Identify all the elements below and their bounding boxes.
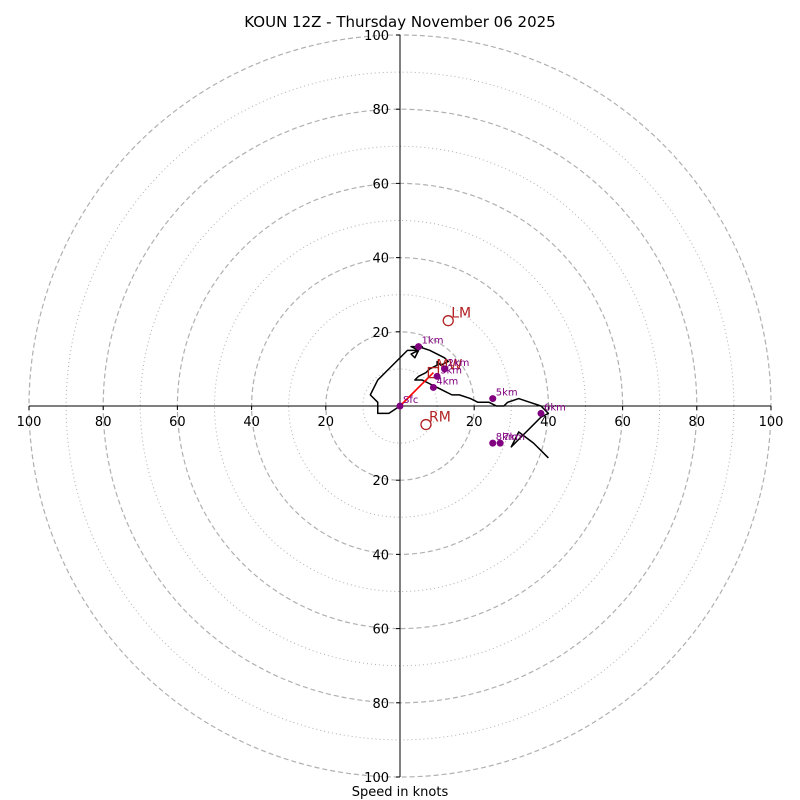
tick-labels: 100 80 60 40 20 20 40 60 80 100 100 80 60 40 20 20 40 60 8… (17, 29, 784, 786)
hodograph-line (369, 345, 550, 459)
height-label-4km: 4km (436, 376, 458, 387)
y-tick-label: 100 (364, 29, 389, 44)
height-marker-1km (415, 343, 423, 351)
y-tick-label: 40 (372, 548, 389, 563)
storm-motion-lm-marker (442, 315, 454, 327)
x-tick-label: 60 (614, 415, 631, 430)
storm-motion-rm-label: RM (429, 410, 451, 426)
height-marker-8km (489, 439, 497, 447)
y-tick-label: 40 (372, 252, 389, 267)
height-marker-3km (433, 372, 441, 380)
height-label-3km: 3km (440, 365, 462, 376)
height-marker-sfc (396, 402, 404, 410)
x-tick-label: 60 (169, 415, 186, 430)
height-label-5km: 5km (496, 388, 518, 399)
height-label-8km: 8km (496, 432, 518, 443)
height-label-sfc: Sfc (403, 395, 418, 406)
y-tick-label: 80 (372, 697, 389, 712)
y-tick-label: 100 (364, 771, 389, 786)
chart-title: KOUN 12Z - Thursday November 06 2025 (244, 13, 555, 31)
height-marker-7km (496, 439, 504, 447)
y-tick-label: 60 (372, 623, 389, 638)
x-tick-label: 20 (318, 415, 335, 430)
x-tick-label: 20 (466, 415, 483, 430)
height-marker-4km (429, 383, 437, 391)
y-tick-label: 60 (372, 177, 389, 192)
x-tick-label: 80 (689, 415, 706, 430)
x-tick-label: 80 (95, 415, 112, 430)
height-marker-2km (441, 365, 449, 373)
storm-motion-mw-marker (427, 366, 440, 379)
x-tick-label: 40 (540, 415, 557, 430)
y-tick-label: 20 (372, 326, 389, 341)
height-label-7km: 7km (503, 432, 525, 443)
storm-motion-lm-label: LM (451, 306, 471, 322)
x-axis-label: Speed in knots (352, 785, 449, 800)
storm-motion-rm-marker (420, 418, 432, 431)
height-marker-5km (489, 395, 497, 403)
height-label-2km: 2km (448, 358, 470, 369)
height-marker-6km (537, 409, 545, 417)
x-tick-label: 100 (759, 415, 784, 430)
y-tick-label: 20 (372, 474, 389, 489)
height-label-1km: 1km (422, 336, 444, 347)
height-label-6km: 6km (544, 402, 566, 413)
x-tick-label: 100 (17, 415, 42, 430)
y-tick-label: 80 (372, 103, 389, 118)
x-tick-label: 40 (243, 415, 260, 430)
